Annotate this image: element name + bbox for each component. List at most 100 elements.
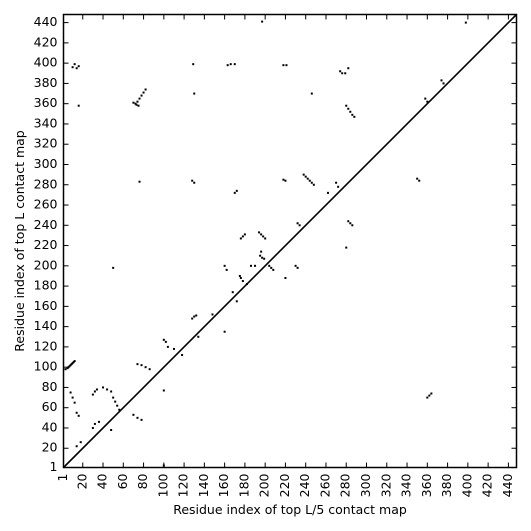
contact-point bbox=[298, 224, 301, 227]
contact-point bbox=[345, 104, 348, 107]
y-tick-label: 380 bbox=[34, 75, 58, 90]
contact-point bbox=[144, 366, 147, 369]
contact-point bbox=[284, 179, 287, 182]
y-tick-label: 100 bbox=[34, 359, 58, 374]
contact-point bbox=[426, 100, 429, 103]
x-tick-label: 120 bbox=[176, 473, 191, 497]
y-tick-label: 160 bbox=[34, 298, 58, 313]
contact-point bbox=[241, 280, 244, 283]
contact-point bbox=[347, 67, 350, 70]
contact-point bbox=[114, 400, 117, 403]
contact-point bbox=[162, 338, 165, 341]
contact-point bbox=[75, 411, 78, 414]
contact-point bbox=[302, 173, 305, 176]
contact-point bbox=[211, 313, 214, 316]
contact-point bbox=[440, 79, 443, 82]
contact-point bbox=[102, 386, 105, 389]
contact-point bbox=[416, 177, 419, 180]
contact-point bbox=[195, 314, 198, 317]
x-tick-label: 280 bbox=[338, 473, 353, 497]
contact-point bbox=[426, 396, 429, 399]
contact-point bbox=[110, 429, 113, 432]
contact-point bbox=[97, 420, 100, 423]
contact-point bbox=[268, 264, 271, 267]
contact-point bbox=[112, 396, 115, 399]
y-tick-label: 300 bbox=[34, 156, 58, 171]
contact-point bbox=[262, 235, 265, 238]
contact-point bbox=[270, 266, 273, 269]
contact-point bbox=[71, 362, 74, 365]
contact-point bbox=[72, 361, 75, 364]
x-tick-label: 320 bbox=[378, 473, 393, 497]
contact-point bbox=[285, 64, 288, 67]
contact-point bbox=[138, 180, 141, 183]
contact-point bbox=[118, 408, 121, 411]
contact-point bbox=[243, 233, 246, 236]
contact-point bbox=[238, 274, 241, 277]
contact-point bbox=[77, 104, 80, 107]
contact-point bbox=[64, 368, 67, 371]
contact-point bbox=[140, 364, 143, 367]
x-tick-label: 440 bbox=[500, 473, 515, 497]
contact-point bbox=[231, 291, 234, 294]
contact-point bbox=[144, 88, 147, 91]
y-tick-label: 1 bbox=[50, 459, 58, 474]
contact-point bbox=[261, 20, 264, 23]
contact-point bbox=[140, 418, 143, 421]
contact-point bbox=[166, 345, 169, 348]
x-tick-label: 300 bbox=[358, 473, 373, 497]
x-tick-label: 80 bbox=[135, 473, 150, 489]
contact-point bbox=[138, 97, 141, 100]
contact-point bbox=[294, 264, 297, 267]
contact-point bbox=[430, 392, 433, 395]
contact-point bbox=[229, 63, 232, 66]
y-tick-label: 200 bbox=[34, 257, 58, 272]
contact-point bbox=[272, 268, 275, 271]
contact-point bbox=[347, 107, 350, 110]
contact-point bbox=[137, 104, 140, 107]
x-axis-label: Residue index of top L/5 contact map bbox=[173, 502, 407, 517]
contact-point bbox=[259, 254, 262, 257]
contact-point bbox=[69, 391, 72, 394]
contact-point bbox=[353, 115, 356, 118]
contact-point bbox=[235, 189, 238, 192]
x-tick-label: 360 bbox=[419, 473, 434, 497]
contact-point bbox=[339, 70, 342, 73]
x-tick-label: 340 bbox=[399, 473, 414, 497]
contact-point bbox=[136, 363, 139, 366]
contact-point bbox=[312, 183, 315, 186]
y-tick-label: 320 bbox=[34, 136, 58, 151]
contact-point bbox=[296, 266, 299, 269]
contact-point bbox=[112, 266, 115, 269]
contact-point bbox=[71, 396, 74, 399]
contact-point bbox=[77, 414, 80, 417]
contact-point bbox=[282, 178, 285, 181]
contact-point bbox=[264, 237, 267, 240]
contact-point bbox=[225, 268, 228, 271]
contact-point bbox=[310, 181, 313, 184]
y-tick-label: 180 bbox=[34, 278, 58, 293]
contact-point bbox=[249, 264, 252, 267]
y-tick-label: 440 bbox=[34, 14, 58, 29]
contact-point bbox=[327, 191, 330, 194]
y-tick-label: 40 bbox=[42, 419, 58, 434]
y-tick-label: 340 bbox=[34, 115, 58, 130]
contact-point bbox=[261, 256, 264, 259]
contact-point bbox=[245, 283, 248, 286]
contact-point bbox=[164, 340, 167, 343]
contact-point bbox=[134, 102, 137, 105]
contact-point bbox=[284, 276, 287, 279]
y-tick-label: 120 bbox=[34, 338, 58, 353]
contact-point bbox=[442, 82, 445, 85]
contact-point bbox=[93, 390, 96, 393]
contact-point bbox=[345, 246, 348, 249]
x-tick-label: 420 bbox=[480, 473, 495, 497]
x-tick-label: 100 bbox=[155, 473, 170, 497]
contact-point bbox=[73, 63, 76, 66]
y-tick-label: 420 bbox=[34, 34, 58, 49]
contact-point bbox=[304, 175, 307, 178]
x-tick-label: 400 bbox=[459, 473, 474, 497]
contact-point bbox=[349, 110, 352, 113]
contact-point bbox=[93, 422, 96, 425]
